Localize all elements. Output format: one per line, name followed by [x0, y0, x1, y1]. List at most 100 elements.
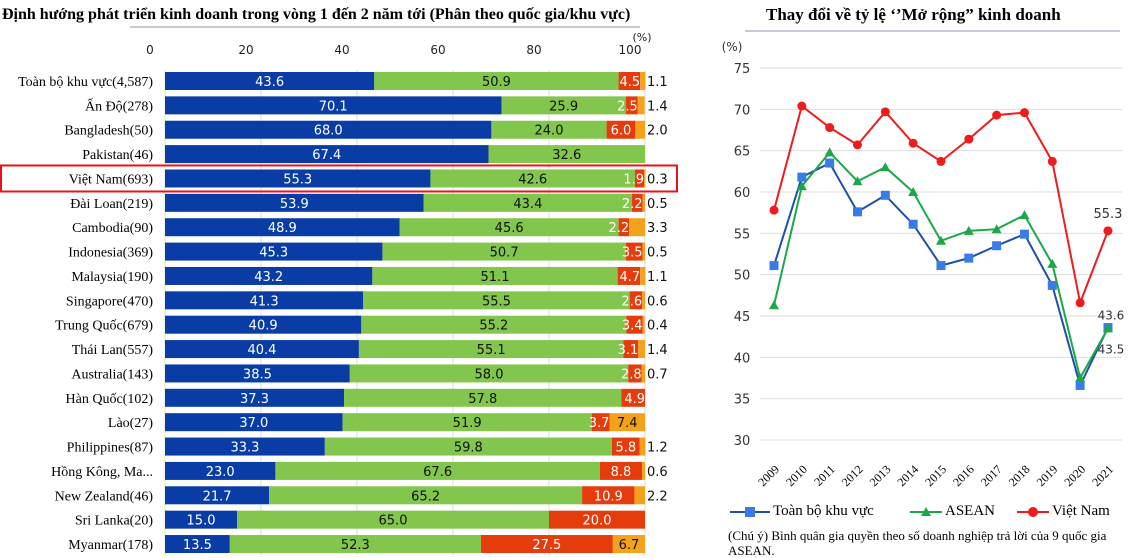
data-label: 51.9	[453, 416, 482, 431]
end-label: 55.3	[1093, 207, 1122, 222]
legend-label: Toàn bộ khu vực	[773, 503, 874, 519]
data-point	[1075, 380, 1085, 390]
bar-segment	[644, 169, 646, 188]
y-tick-label: 70	[734, 103, 751, 118]
bar-segment	[423, 193, 633, 212]
data-label: 38.5	[243, 367, 272, 382]
bar-segment	[165, 388, 345, 407]
bar-segment	[349, 364, 629, 383]
data-point	[1075, 373, 1086, 382]
data-point	[796, 181, 807, 191]
y-tick-label: 75	[734, 62, 751, 77]
data-point	[1047, 280, 1057, 290]
data-label: 2.2	[608, 221, 629, 236]
x-tick-label: 2010	[783, 462, 810, 489]
data-label: 65.2	[411, 489, 440, 504]
bar-segment	[165, 193, 424, 212]
bar-segment	[165, 169, 431, 188]
data-point	[880, 162, 891, 172]
data-point	[769, 261, 779, 271]
bar-segment	[642, 291, 645, 310]
category-label: Hàn Quốc(102)	[66, 392, 154, 407]
data-label: 0.5	[647, 197, 668, 212]
data-point	[935, 235, 946, 245]
bar-segment	[488, 145, 645, 164]
x-tick-label: 20	[238, 43, 253, 57]
x-tick-label: 60	[430, 43, 445, 57]
bar-segment	[628, 364, 642, 383]
category-label: Pakistan(46)	[82, 148, 153, 163]
data-point	[991, 224, 1002, 234]
data-label: 4.5	[620, 75, 641, 90]
category-label: Indonesia(369)	[68, 246, 153, 261]
data-label: 6.7	[619, 538, 640, 553]
data-label: 55.5	[482, 294, 511, 309]
bar-segment	[642, 193, 645, 212]
x-tick-label: 40	[334, 43, 349, 57]
data-label: 0.4	[647, 319, 668, 334]
data-point	[852, 140, 862, 150]
data-label: 1.1	[647, 75, 668, 90]
bar-segment	[640, 72, 646, 90]
data-point	[797, 172, 807, 182]
bar-segment	[635, 120, 645, 139]
data-label: 3.4	[622, 319, 643, 334]
bar-segment	[480, 535, 613, 554]
data-label: 1.4	[647, 343, 668, 358]
data-label: 45.6	[495, 221, 524, 236]
data-point	[963, 225, 974, 235]
data-point	[880, 190, 890, 200]
data-label: 43.2	[254, 270, 283, 285]
y-tick-label: 40	[734, 351, 751, 366]
data-label: 10.9	[594, 489, 623, 504]
data-point	[964, 253, 974, 263]
category-label: Ấn Độ(278)	[85, 97, 153, 114]
bar-chart-title: Định hướng phát triển kinh doanh trong v…	[2, 6, 631, 23]
data-point	[1019, 108, 1029, 118]
data-label: 13.5	[183, 538, 212, 553]
data-point	[825, 123, 835, 133]
bar-segment	[165, 413, 343, 432]
bar-segment	[606, 120, 636, 139]
bar-segment	[612, 535, 645, 554]
data-label: 55.2	[479, 319, 508, 334]
bar-segment	[430, 169, 635, 188]
data-label: 0.6	[647, 465, 668, 480]
legend-square-marker-icon	[730, 506, 770, 517]
bar-segment	[165, 461, 276, 480]
bar-segment	[642, 242, 645, 261]
bar-segment	[618, 218, 630, 237]
bar-segment	[275, 461, 600, 480]
bar-segment	[625, 242, 643, 261]
data-label: 20.0	[583, 514, 612, 529]
bar-segment	[382, 242, 626, 261]
data-label: 23.0	[206, 465, 235, 480]
data-label: 2.2	[622, 197, 643, 212]
data-label: 2.5	[617, 99, 638, 114]
data-label: 37.0	[239, 416, 268, 431]
data-label: 2.0	[647, 124, 668, 139]
data-point	[824, 147, 835, 157]
data-label: 2.8	[621, 367, 642, 382]
x-tick-label: 2020	[1061, 462, 1088, 489]
bar-segment	[642, 461, 645, 480]
data-label: 1.2	[647, 441, 668, 456]
data-label: 58.0	[475, 367, 504, 382]
bar-segment	[639, 437, 646, 456]
data-point	[880, 107, 890, 117]
data-point	[992, 241, 1002, 251]
bar-segment	[640, 266, 646, 285]
bar-segment	[634, 486, 645, 505]
x-tick-label: 2017	[978, 462, 1005, 489]
data-point	[825, 158, 835, 168]
data-point	[769, 205, 779, 215]
y-tick-label: 65	[734, 145, 751, 160]
bar-segment	[632, 193, 643, 212]
data-label: 68.0	[314, 124, 343, 139]
data-point	[1019, 210, 1030, 220]
data-point	[908, 187, 919, 196]
bar-segment	[165, 340, 359, 359]
data-point	[1103, 226, 1113, 236]
bar-segment	[361, 315, 627, 334]
y-tick-label: 55	[734, 227, 751, 242]
